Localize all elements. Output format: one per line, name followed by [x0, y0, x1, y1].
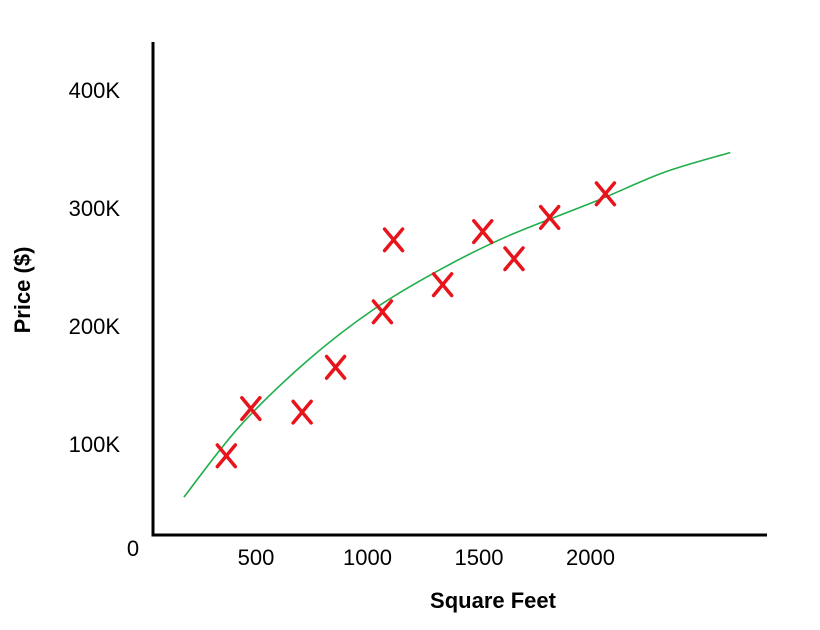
x-tick-labels: 500 1000 1500 2000	[238, 545, 615, 570]
data-point-marker	[291, 399, 313, 425]
data-points	[215, 181, 617, 469]
axes	[151, 42, 767, 537]
y-tick-label: 300K	[69, 196, 121, 221]
x-tick-label: 1000	[343, 545, 392, 570]
data-point-marker	[240, 396, 262, 422]
data-point-marker	[472, 219, 494, 245]
data-point-marker	[538, 204, 561, 230]
marker-stroke	[431, 272, 454, 298]
x-tick-label: 2000	[566, 545, 615, 570]
y-tick-label: 200K	[69, 314, 121, 339]
x-axis-title: Square Feet	[430, 588, 557, 613]
data-point-marker	[431, 272, 454, 298]
data-point-marker	[503, 246, 525, 272]
marker-stroke	[594, 181, 617, 207]
marker-stroke	[240, 396, 262, 422]
marker-stroke	[215, 443, 238, 469]
marker-stroke	[291, 399, 313, 425]
y-tick-label: 400K	[69, 78, 121, 103]
y-axis-title: Price ($)	[10, 247, 35, 334]
marker-stroke	[324, 354, 347, 380]
trend-curve	[183, 151, 731, 498]
data-point-marker	[215, 443, 238, 469]
origin-label: 0	[127, 536, 139, 561]
marker-stroke	[503, 246, 525, 272]
x-tick-label: 1500	[455, 545, 504, 570]
marker-stroke	[382, 227, 405, 253]
marker-stroke	[371, 299, 394, 325]
data-point-marker	[382, 227, 405, 253]
data-point-marker	[371, 299, 394, 325]
y-tick-label: 100K	[69, 432, 121, 457]
data-point-marker	[594, 181, 617, 207]
x-tick-label: 500	[238, 545, 275, 570]
y-tick-labels: 100K 200K 300K 400K	[69, 78, 121, 457]
marker-stroke	[472, 219, 494, 245]
data-point-marker	[324, 354, 347, 380]
marker-stroke	[538, 204, 561, 230]
